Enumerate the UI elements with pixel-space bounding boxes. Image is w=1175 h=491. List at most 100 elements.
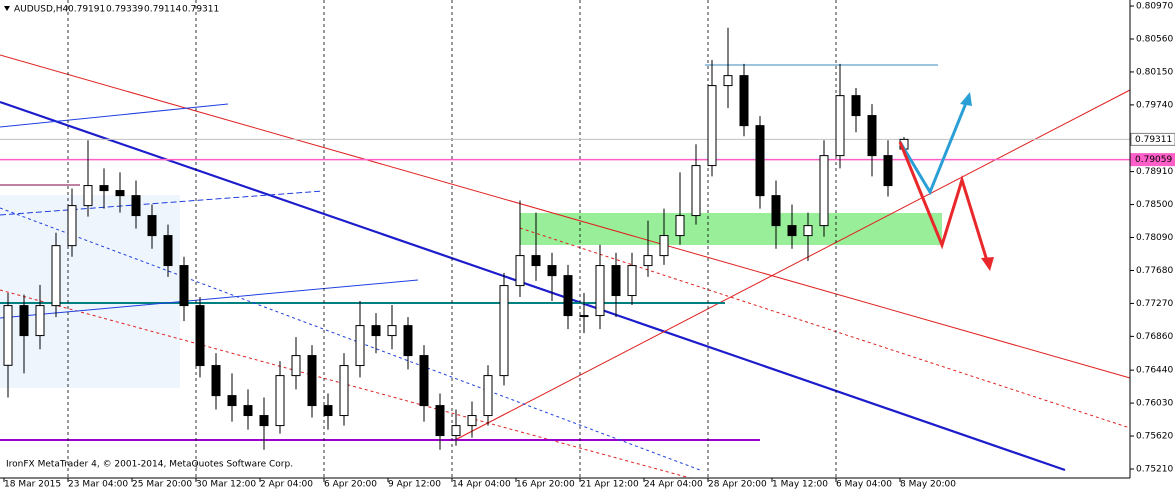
candle-body: [483, 375, 493, 417]
forecast-arrows: [898, 92, 994, 271]
ohlc-close: 0.79311: [182, 5, 219, 15]
x-tick-label: 14 Apr 04:00: [452, 480, 511, 490]
candle-body: [259, 415, 269, 427]
candle-body: [19, 305, 29, 337]
trendline: [0, 103, 229, 128]
trendline: [0, 100, 1066, 472]
x-tick-label: 2 Apr 04:00: [260, 480, 313, 490]
y-tick-label: 0.78090: [1136, 233, 1173, 243]
candle-body: [179, 265, 189, 307]
candle-body: [563, 275, 573, 317]
x-tick-label: 24 Apr 04:00: [644, 480, 703, 490]
candle-body: [307, 355, 317, 407]
y-tick-label: 0.79740: [1136, 100, 1173, 110]
candle-body: [147, 215, 157, 237]
candle-body: [163, 235, 173, 267]
candle-body: [755, 125, 765, 197]
candle-body: [371, 325, 381, 337]
candle-body: [787, 225, 797, 237]
price-label: 0.79311: [1135, 135, 1172, 145]
candle-body: [835, 95, 845, 157]
chart-title: AUDUSD,H4: [14, 5, 69, 15]
candle-body: [339, 365, 349, 417]
y-tick-label: 0.76440: [1136, 366, 1173, 376]
grid: [67, 0, 837, 478]
candle-body: [3, 305, 13, 366]
y-tick-label: 0.76860: [1136, 332, 1173, 342]
x-tick-label: 18 Mar 2015: [4, 480, 61, 490]
x-tick-label: 25 Mar 20:00: [132, 480, 192, 490]
x-tick-label: 6 Apr 20:00: [324, 480, 377, 490]
candle-body: [323, 405, 333, 417]
candle-body: [611, 265, 621, 297]
x-tick-label: 9 Apr 12:00: [388, 480, 441, 490]
x-tick-label: 16 Apr 20:00: [516, 480, 575, 490]
x-tick-label: 6 May 04:00: [836, 480, 892, 490]
candle-body: [51, 245, 61, 307]
candle-body: [547, 265, 557, 277]
candle-body: [275, 375, 285, 427]
candle-body: [115, 190, 125, 197]
candle-body: [723, 75, 733, 87]
candle-body: [643, 255, 653, 267]
candle-body: [195, 305, 205, 367]
x-tick-label: 23 Mar 04:00: [68, 480, 128, 490]
candle-body: [435, 405, 445, 437]
candle-body: [867, 115, 877, 157]
candle-body: [467, 415, 477, 427]
candle-body: [579, 315, 589, 318]
arrow: [898, 141, 990, 265]
candle-body: [67, 205, 77, 247]
trendline: [454, 89, 1131, 441]
arrowhead: [960, 92, 972, 106]
candle-body: [531, 255, 541, 267]
candle-body: [883, 155, 893, 187]
x-tick-label: 28 Apr 20:00: [708, 480, 767, 490]
candle-body: [595, 265, 605, 317]
candle-body: [515, 255, 525, 287]
arrow: [898, 97, 970, 196]
price-label: 0.79059: [1135, 155, 1172, 165]
ohlc-high: 0.79339: [106, 5, 143, 15]
trendline: [0, 54, 1131, 379]
candle-body: [387, 325, 397, 337]
trendline: [519, 227, 1131, 429]
candle-body: [771, 195, 781, 227]
y-tick-label: 0.78500: [1136, 200, 1173, 210]
axis-labels: 0.80970 0.80560 0.80150 0.79740 0.78910 0.785…: [3, 2, 1175, 490]
x-tick-label: 8 May 20:00: [900, 480, 956, 490]
ohlc-low: 0.79114: [144, 5, 181, 15]
trendline: [0, 289, 691, 479]
candle-body: [627, 265, 637, 297]
candle-body: [419, 355, 429, 407]
menu-triangle: [4, 6, 10, 11]
trendline: [0, 207, 701, 471]
candle-body: [83, 185, 93, 207]
y-tick-label: 0.80150: [1136, 67, 1173, 77]
x-tick-label: 1 May 12:00: [772, 480, 828, 490]
candle-body: [99, 185, 109, 192]
y-tick-label: 0.76030: [1136, 399, 1173, 409]
y-tick-label: 0.77680: [1136, 266, 1173, 276]
trendline: [0, 279, 419, 319]
candle-body: [403, 325, 413, 357]
candle-body: [803, 225, 813, 237]
price-label-box: [1130, 153, 1175, 167]
candle-body: [35, 305, 45, 337]
ohlc-open: 0.79191: [68, 5, 105, 15]
candle-body: [659, 235, 669, 257]
y-tick-label: 0.78910: [1136, 167, 1173, 177]
candle-body: [243, 405, 253, 417]
candle-body: [131, 195, 141, 217]
arrowhead: [981, 257, 994, 271]
candle-body: [691, 165, 701, 217]
candle-body: [227, 395, 237, 407]
y-tick-label: 0.75210: [1136, 464, 1173, 474]
y-tick-label: 0.75620: [1136, 432, 1173, 442]
price-label-box: [1130, 132, 1175, 146]
candle-body: [707, 85, 717, 167]
x-tick-label: 30 Mar 12:00: [196, 480, 256, 490]
candle-body: [291, 355, 301, 377]
y-tick-label: 0.80560: [1136, 34, 1173, 44]
